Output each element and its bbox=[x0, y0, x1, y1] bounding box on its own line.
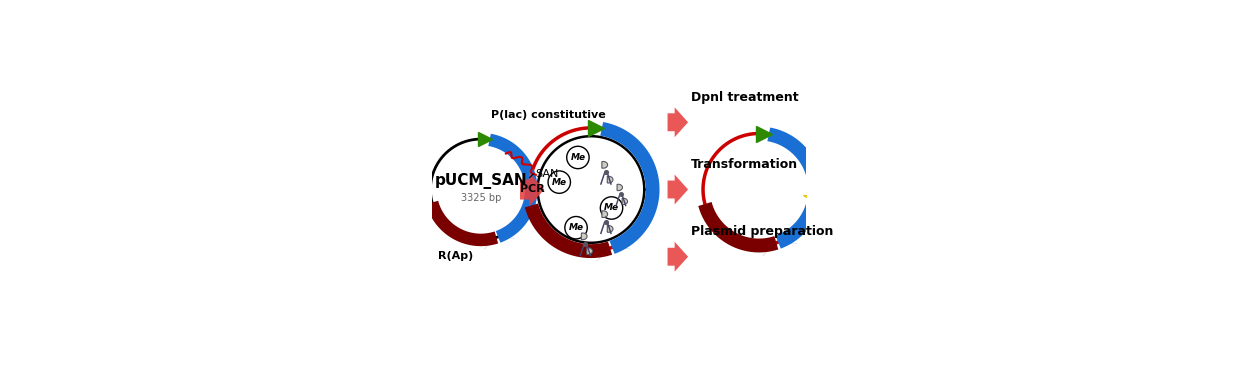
Polygon shape bbox=[623, 198, 628, 205]
Text: SAN: SAN bbox=[535, 169, 558, 179]
Polygon shape bbox=[587, 248, 593, 254]
Polygon shape bbox=[667, 175, 688, 204]
Text: Me: Me bbox=[604, 204, 619, 213]
Text: PCR: PCR bbox=[520, 185, 545, 194]
Text: Transformation: Transformation bbox=[691, 158, 799, 171]
Circle shape bbox=[548, 171, 571, 193]
Text: pUCM_SAN: pUCM_SAN bbox=[435, 173, 527, 189]
Polygon shape bbox=[667, 107, 688, 137]
Text: Dpnl treatment: Dpnl treatment bbox=[691, 91, 799, 104]
Text: Me: Me bbox=[568, 223, 583, 232]
Text: 3325 bp: 3325 bp bbox=[461, 193, 501, 203]
Circle shape bbox=[567, 146, 589, 169]
Circle shape bbox=[600, 197, 623, 219]
Polygon shape bbox=[608, 226, 613, 232]
Polygon shape bbox=[602, 211, 608, 218]
Polygon shape bbox=[520, 173, 545, 206]
Polygon shape bbox=[602, 161, 608, 168]
Text: Me: Me bbox=[552, 178, 567, 186]
Text: P(lac) constitutive: P(lac) constitutive bbox=[490, 110, 605, 120]
Text: R(Ap): R(Ap) bbox=[438, 251, 473, 261]
Text: Me: Me bbox=[571, 153, 586, 162]
Polygon shape bbox=[582, 233, 587, 240]
Polygon shape bbox=[608, 176, 613, 183]
Text: Plasmid preparation: Plasmid preparation bbox=[691, 225, 833, 238]
Polygon shape bbox=[617, 184, 623, 191]
Polygon shape bbox=[667, 242, 688, 272]
Circle shape bbox=[565, 216, 587, 239]
